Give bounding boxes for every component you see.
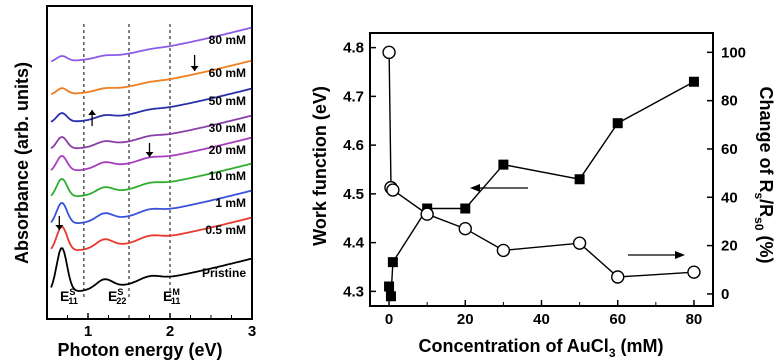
absorbance-curve	[50, 216, 252, 252]
right-axis-arrow	[628, 251, 685, 259]
sheet-resistance-point	[420, 207, 434, 221]
concentration-label: 10 mM	[209, 169, 246, 183]
sheet-resistance-point	[382, 45, 396, 60]
absorbance-curve	[50, 162, 252, 197]
absorbance-curve	[50, 59, 252, 96]
absorbance-x-tick-label: 3	[248, 323, 256, 340]
concentration-x-label: Concentration of AuCl3 (mM)	[418, 336, 663, 360]
work-function-axis-ticks: 0 20 40 60 80 4.3 4.4 4.5 4.6 4.7 4.8 0 20 40 60 80 100	[343, 40, 746, 328]
sheet-resistance-point	[611, 270, 625, 284]
absorbance-curve	[50, 189, 252, 224]
shift-arrows	[55, 55, 199, 230]
concentration-label: 60 mM	[209, 66, 246, 80]
work-function-y-tick-label: 4.4	[343, 235, 365, 252]
absorbance-x-ticks: 1 2 3	[67, 313, 256, 340]
work-function-plot-frame	[369, 32, 714, 307]
work-function-point	[612, 118, 623, 129]
work-function-y-tick-label: 4.3	[343, 283, 364, 300]
sheet-resistance-y-tick-label: 40	[721, 189, 738, 206]
sheet-resistance-y-tick-label: 0	[721, 286, 729, 303]
sheet-resistance-y-tick-label: 20	[721, 238, 738, 255]
absorbance-curve	[50, 114, 252, 150]
absorbance-x-tick-label: 1	[84, 323, 92, 340]
transition-reference-lines	[83, 24, 171, 300]
series-line	[388, 52, 694, 278]
work-function-series	[382, 45, 701, 302]
work-function-y-tick-label: 4.5	[343, 186, 364, 203]
sheet-resistance-point	[386, 183, 400, 197]
concentration-label: 1 mM	[215, 196, 246, 210]
sheet-resistance-y-label: Change of Rs/Rs0 (%)	[752, 86, 776, 263]
e22s-label: ES 22	[108, 287, 126, 306]
sheet-resistance-y-tick-label: 80	[721, 93, 738, 110]
work-function-point	[688, 76, 699, 87]
concentration-labels: Pristine 0.5 mM 1 mM 10 mM 20 mM 30 mM 50 mM 60…	[202, 33, 246, 280]
absorbance-curves	[50, 26, 252, 292]
concentration-x-tick-label: 20	[457, 311, 474, 328]
absorbance-curve	[50, 87, 252, 123]
absorbance-curve	[50, 136, 252, 172]
sheet-resistance-point	[458, 221, 472, 236]
work-function-y-tick-label: 4.8	[343, 40, 364, 57]
absorbance-x-tick-label: 2	[166, 323, 174, 340]
concentration-label: 0.5 mM	[205, 223, 246, 237]
work-function-point	[387, 257, 398, 268]
concentration-label: 30 mM	[209, 121, 246, 135]
concentration-label: 20 mM	[209, 143, 246, 157]
absorbance-curve	[50, 247, 252, 292]
shift-arrow	[88, 110, 97, 115]
concentration-label: 50 mM	[209, 94, 246, 108]
series-line	[388, 81, 695, 297]
sheet-resistance-y-tick-label: 100	[721, 44, 746, 61]
e11s-label: ES 11	[60, 287, 78, 306]
work-function-point	[385, 291, 396, 302]
work-function-point	[384, 281, 395, 292]
concentration-label: 80 mM	[209, 33, 246, 47]
left-axis-arrow	[470, 184, 528, 192]
work-function-y-tick-label: 4.7	[343, 88, 364, 105]
concentration-x-tick-label: 80	[686, 311, 703, 328]
work-function-y-tick-label: 4.6	[343, 137, 364, 154]
work-function-point	[460, 203, 471, 214]
shift-arrow	[55, 225, 64, 230]
absorbance-panel: Pristine 0.5 mM 1 mM 10 mM 20 mM 30 mM 50 mM 60…	[12, 5, 256, 360]
sheet-resistance-point	[496, 243, 511, 258]
concentration-x-tick-label: 40	[533, 311, 550, 328]
work-function-point	[574, 174, 585, 185]
work-function-point	[498, 159, 509, 170]
e11m-label: EM 11	[163, 287, 180, 306]
concentration-x-tick-label: 60	[609, 311, 626, 328]
absorbance-x-label: Photon energy (eV)	[57, 340, 222, 360]
concentration-x-tick-label: 0	[385, 311, 393, 328]
concentration-label: Pristine	[202, 266, 246, 280]
shift-arrow	[190, 66, 199, 71]
work-function-panel: 0 20 40 60 804.34.44.54.64.74.8020406080100 …	[310, 32, 776, 360]
shift-arrow	[145, 152, 154, 157]
sheet-resistance-point	[572, 236, 587, 250]
work-function-y-label: Work function (eV)	[310, 86, 330, 246]
sheet-resistance-point	[687, 265, 701, 279]
sheet-resistance-y-tick-label: 60	[721, 141, 738, 158]
absorbance-y-label: Absorbance (arb. units)	[12, 62, 32, 264]
absorbance-curve	[50, 26, 252, 63]
